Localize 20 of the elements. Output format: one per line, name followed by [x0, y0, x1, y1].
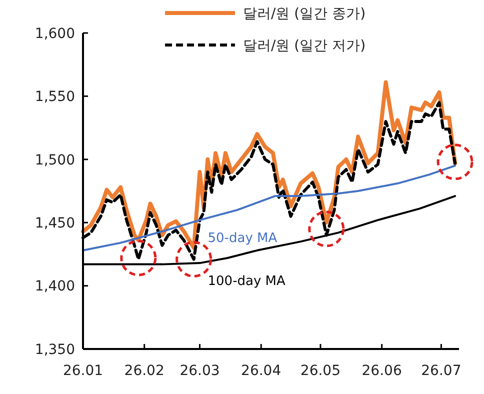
- x-tick-label: 26.03: [180, 363, 220, 379]
- x-tick-label: 26.06: [362, 363, 402, 379]
- point: [436, 144, 474, 180]
- legend-label: 달러/원 (일간 저가): [243, 38, 366, 54]
- y-tick-label: 1,450: [34, 216, 75, 232]
- series-label: 100-day MA: [208, 274, 286, 290]
- x-tick-label: 26.04: [241, 363, 282, 379]
- series-label: 50-day MA: [208, 231, 278, 246]
- x-tick-label: 26.02: [124, 363, 164, 379]
- y-tick-label: 1,500: [34, 152, 75, 168]
- y-tick-label: 1,400: [34, 278, 75, 295]
- y-tick-label: 1,350: [34, 342, 75, 358]
- y-tick-label: 1,550: [34, 89, 75, 106]
- point: [120, 240, 157, 276]
- x-tick-label: 26.07: [421, 363, 462, 379]
- x-tick-label: 26.05: [300, 363, 341, 379]
- x-tick-label: 26.01: [62, 363, 104, 379]
- point: [308, 210, 345, 248]
- legend-label: 달러/원 (일간 종가): [243, 6, 366, 22]
- y-tick-label: 1,600: [34, 26, 75, 42]
